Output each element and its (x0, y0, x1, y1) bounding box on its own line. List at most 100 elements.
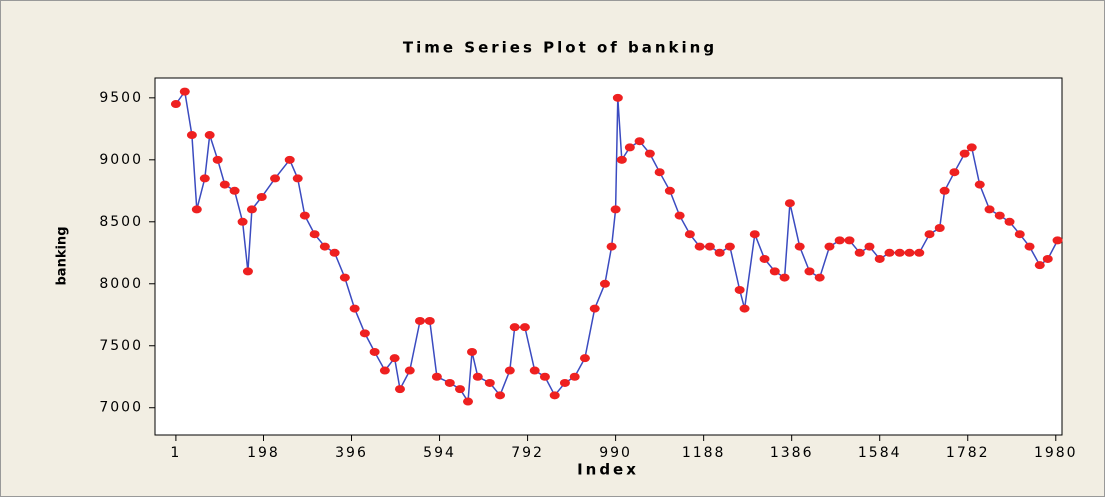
data-point (616, 155, 627, 164)
data-point (874, 254, 885, 263)
data-point (309, 230, 320, 239)
data-point (559, 378, 570, 387)
data-point (610, 205, 621, 214)
data-point (606, 242, 617, 251)
chart-title: Time Series Plot of banking (403, 39, 717, 57)
x-tick-label: 792 (511, 445, 544, 461)
data-point (569, 372, 580, 381)
data-point (292, 174, 303, 183)
data-point (599, 279, 610, 288)
data-point (779, 273, 790, 282)
data-point (509, 323, 520, 332)
data-point (934, 223, 945, 232)
x-tick-label: 396 (335, 445, 368, 461)
y-tick-label: 7000 (99, 400, 143, 416)
data-point (1034, 261, 1045, 270)
data-point (834, 236, 845, 245)
data-point (170, 100, 181, 109)
data-point (504, 366, 515, 375)
x-tick-label: 1980 (1034, 445, 1078, 461)
x-tick-label: 1386 (770, 445, 814, 461)
x-tick-label: 1 (170, 445, 181, 461)
data-point (299, 211, 310, 220)
data-point (539, 372, 550, 381)
data-point (519, 323, 530, 332)
data-point (794, 242, 805, 251)
data-point (914, 248, 925, 257)
data-point (256, 193, 267, 201)
x-tick-label: 594 (423, 445, 456, 461)
data-point (694, 242, 705, 251)
plot-area (154, 77, 1063, 436)
data-point (624, 143, 635, 152)
data-point (179, 87, 190, 96)
x-tick-label: 1782 (946, 445, 990, 461)
data-point (589, 304, 600, 313)
y-tick-label: 9000 (99, 152, 143, 168)
data-point (467, 347, 478, 356)
data-point (339, 273, 350, 282)
data-point (329, 248, 340, 257)
data-point (769, 267, 780, 276)
data-point (379, 366, 390, 375)
data-point (359, 329, 370, 338)
data-point (549, 391, 560, 400)
y-tick-label: 8500 (99, 214, 143, 230)
data-point (734, 285, 745, 294)
x-tick-label: 990 (599, 445, 632, 461)
data-point (1052, 236, 1063, 245)
data-point (714, 248, 725, 257)
y-axis-label: banking (55, 227, 70, 286)
data-point (349, 304, 360, 313)
x-tick-label: 198 (247, 445, 280, 461)
data-point (529, 366, 540, 375)
data-point (654, 168, 665, 177)
data-point (939, 186, 950, 195)
data-point (784, 199, 795, 208)
data-point (854, 248, 865, 257)
data-point (319, 242, 330, 251)
data-point (924, 230, 935, 239)
data-point (884, 248, 895, 257)
data-point (749, 230, 760, 239)
data-point (739, 304, 750, 313)
data-point (644, 149, 655, 158)
x-axis-label: Index (577, 461, 639, 479)
data-point (674, 211, 685, 220)
data-point (966, 143, 977, 152)
data-point (484, 378, 495, 387)
data-point (394, 385, 405, 394)
data-point (424, 316, 435, 325)
data-point (814, 273, 825, 282)
data-point (284, 155, 295, 164)
data-point (455, 385, 466, 394)
data-point (704, 242, 715, 251)
data-point (759, 254, 770, 263)
x-tick-label: 1584 (858, 445, 902, 461)
data-point (219, 180, 230, 189)
data-point (444, 378, 455, 387)
data-point (186, 131, 197, 140)
data-point (612, 93, 623, 102)
data-point (664, 186, 675, 195)
data-point (959, 149, 970, 158)
data-point (495, 391, 506, 400)
data-point (242, 267, 253, 276)
data-point (1014, 230, 1025, 239)
data-point (1024, 242, 1035, 251)
data-point (431, 372, 442, 381)
data-point (199, 174, 210, 183)
data-point (204, 131, 215, 140)
data-point (404, 366, 415, 375)
data-point (724, 242, 735, 251)
data-point (463, 397, 474, 406)
y-tick-label: 9500 (99, 90, 143, 106)
data-point (1004, 217, 1015, 226)
data-point (984, 205, 995, 214)
data-point (864, 242, 875, 251)
data-point (1042, 254, 1053, 263)
y-tick-label: 7500 (99, 338, 143, 354)
data-point (949, 168, 960, 177)
data-point (994, 211, 1005, 220)
